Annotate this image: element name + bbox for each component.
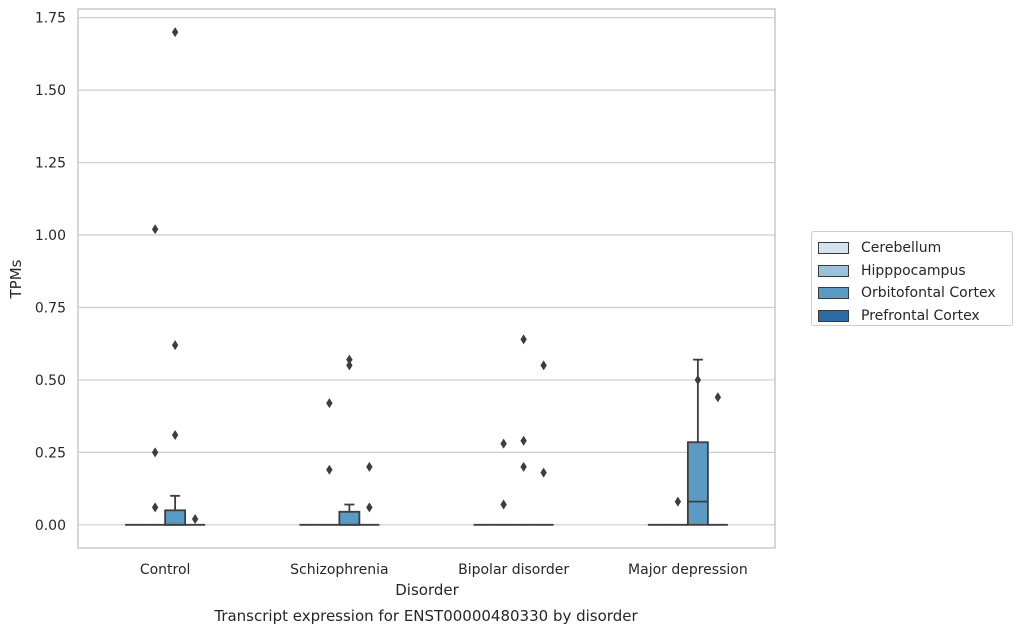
legend-swatch xyxy=(818,264,849,277)
outlier-point xyxy=(191,514,199,525)
outlier-point xyxy=(500,499,507,510)
outlier-point xyxy=(346,354,353,365)
outlier-point xyxy=(540,360,547,371)
axis-layer: 0.00 0.25 0.50 0.75 1.00 1.25 1.50 1.75 Control S… xyxy=(35,8,776,578)
outlier-point xyxy=(326,398,333,409)
legend-label: Orbitofontal Cortex xyxy=(861,285,996,302)
box xyxy=(686,441,709,526)
box-group xyxy=(319,398,340,526)
box-group xyxy=(667,496,688,526)
outlier-point xyxy=(326,464,333,475)
legend-label: Hipppocampus xyxy=(861,262,966,279)
y-tick-label: 0.25 xyxy=(35,445,66,461)
y-tick-label: 1.50 xyxy=(35,83,66,99)
x-axis-title: Disorder xyxy=(395,581,459,599)
outlier-point xyxy=(520,334,527,345)
legend-item: Cerebellum xyxy=(818,237,1012,260)
outlier-point xyxy=(171,429,179,440)
y-tick-label: 1.75 xyxy=(35,11,66,27)
x-tick-label: Control xyxy=(140,562,191,578)
outlier-point xyxy=(151,502,159,513)
box-group xyxy=(185,514,206,526)
legend-swatch xyxy=(818,287,849,300)
x-tick-label: Schizophrenia xyxy=(290,562,388,578)
outlier-point xyxy=(151,224,159,235)
legend-label: Prefrontal Cortex xyxy=(861,307,980,324)
outlier-point xyxy=(694,374,702,385)
y-tick-label: 1.00 xyxy=(35,228,66,244)
legend-item: Hipppocampus xyxy=(818,260,1012,283)
y-tick-label: 1.25 xyxy=(35,156,66,172)
legend-item: Prefrontal Cortex xyxy=(818,305,1012,328)
outlier-point xyxy=(500,438,507,449)
legend-swatch xyxy=(818,309,849,322)
box-group xyxy=(145,224,166,526)
outlier-point xyxy=(366,461,373,472)
box-group xyxy=(493,438,514,526)
x-tick-label: Major depression xyxy=(628,562,748,578)
plot-frame xyxy=(77,8,776,549)
box-group xyxy=(707,392,728,526)
box xyxy=(338,510,361,526)
box-group xyxy=(513,334,534,526)
figure-caption: Transcript expression for ENST0000048033… xyxy=(214,607,638,625)
box-group xyxy=(338,354,361,526)
y-axis-title: TPMs xyxy=(7,259,25,299)
series-layer xyxy=(125,27,728,526)
box xyxy=(164,509,187,526)
box-group xyxy=(686,358,709,526)
outlier-point xyxy=(346,360,353,371)
outlier-point xyxy=(151,447,159,458)
legend-item: Orbitofontal Cortex xyxy=(818,282,1012,305)
box-group xyxy=(359,461,380,526)
outlier-point xyxy=(366,502,373,513)
legend-swatch xyxy=(818,242,849,255)
grid-layer xyxy=(78,17,775,526)
outlier-point xyxy=(714,392,722,403)
outlier-point xyxy=(540,467,547,478)
outlier-point xyxy=(520,435,527,446)
outlier-point xyxy=(520,461,527,472)
box-group xyxy=(533,360,554,526)
legend: Cerebellum Hipppocampus Orbitofontal Corte… xyxy=(811,231,1013,326)
box-group xyxy=(164,27,187,526)
y-tick-label: 0.50 xyxy=(35,373,66,389)
legend-label: Cerebellum xyxy=(861,240,942,257)
outlier-point xyxy=(171,27,179,38)
outlier-point xyxy=(171,340,179,351)
y-tick-label: 0.00 xyxy=(35,518,66,534)
outlier-point xyxy=(674,496,682,507)
x-tick-label: Bipolar disorder xyxy=(458,562,569,578)
y-tick-label: 0.75 xyxy=(35,300,66,316)
